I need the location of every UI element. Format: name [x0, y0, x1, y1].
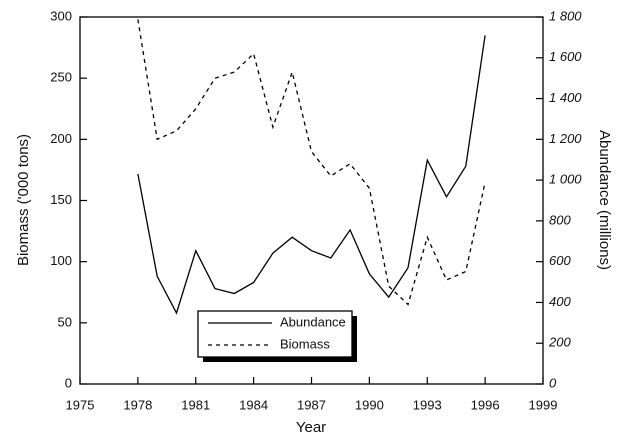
- x-tick-label: 1993: [413, 397, 442, 412]
- y2-tick-label: 1 600: [549, 49, 582, 64]
- x-tick-label: 1996: [471, 397, 500, 412]
- legend-label: Abundance: [280, 314, 346, 329]
- y-axis-title: Biomass ('000 tons): [15, 134, 32, 266]
- x-tick-label: 1987: [297, 397, 326, 412]
- y-tick-label: 200: [50, 131, 72, 146]
- x-axis-title: Year: [296, 419, 326, 436]
- legend-label: Biomass: [280, 336, 330, 351]
- legend-box: [197, 310, 353, 358]
- x-tick-label: 1981: [181, 397, 210, 412]
- y-tick-label: 0: [65, 375, 72, 390]
- line-series: [137, 35, 486, 315]
- line-series: [137, 19, 486, 306]
- y-tick-label: 150: [50, 192, 72, 207]
- y-tick-label: 100: [50, 253, 72, 268]
- y2-tick-label: 1 200: [549, 131, 582, 146]
- y2-tick-label: 0: [549, 375, 557, 390]
- y-tick-label: 300: [50, 8, 72, 23]
- x-tick-label: 1978: [123, 397, 152, 412]
- y2-tick-label: 1 400: [549, 90, 582, 105]
- x-tick-label: 1975: [66, 397, 95, 412]
- x-tick-label: 1990: [355, 397, 384, 412]
- y-tick-label: 50: [58, 314, 72, 329]
- y2-tick-label: 200: [548, 335, 571, 350]
- y-tick-label: 250: [50, 70, 72, 85]
- y2-axis-title: Abundance (millions): [596, 130, 613, 270]
- y2-tick-label: 800: [549, 212, 571, 227]
- y2-tick-label: 600: [549, 253, 571, 268]
- y2-tick-label: 1 000: [549, 172, 582, 187]
- y2-tick-label: 400: [549, 294, 571, 309]
- y2-tick-label: 1 800: [549, 8, 582, 23]
- x-tick-label: 1984: [239, 397, 268, 412]
- x-tick-label: 1999: [529, 397, 558, 412]
